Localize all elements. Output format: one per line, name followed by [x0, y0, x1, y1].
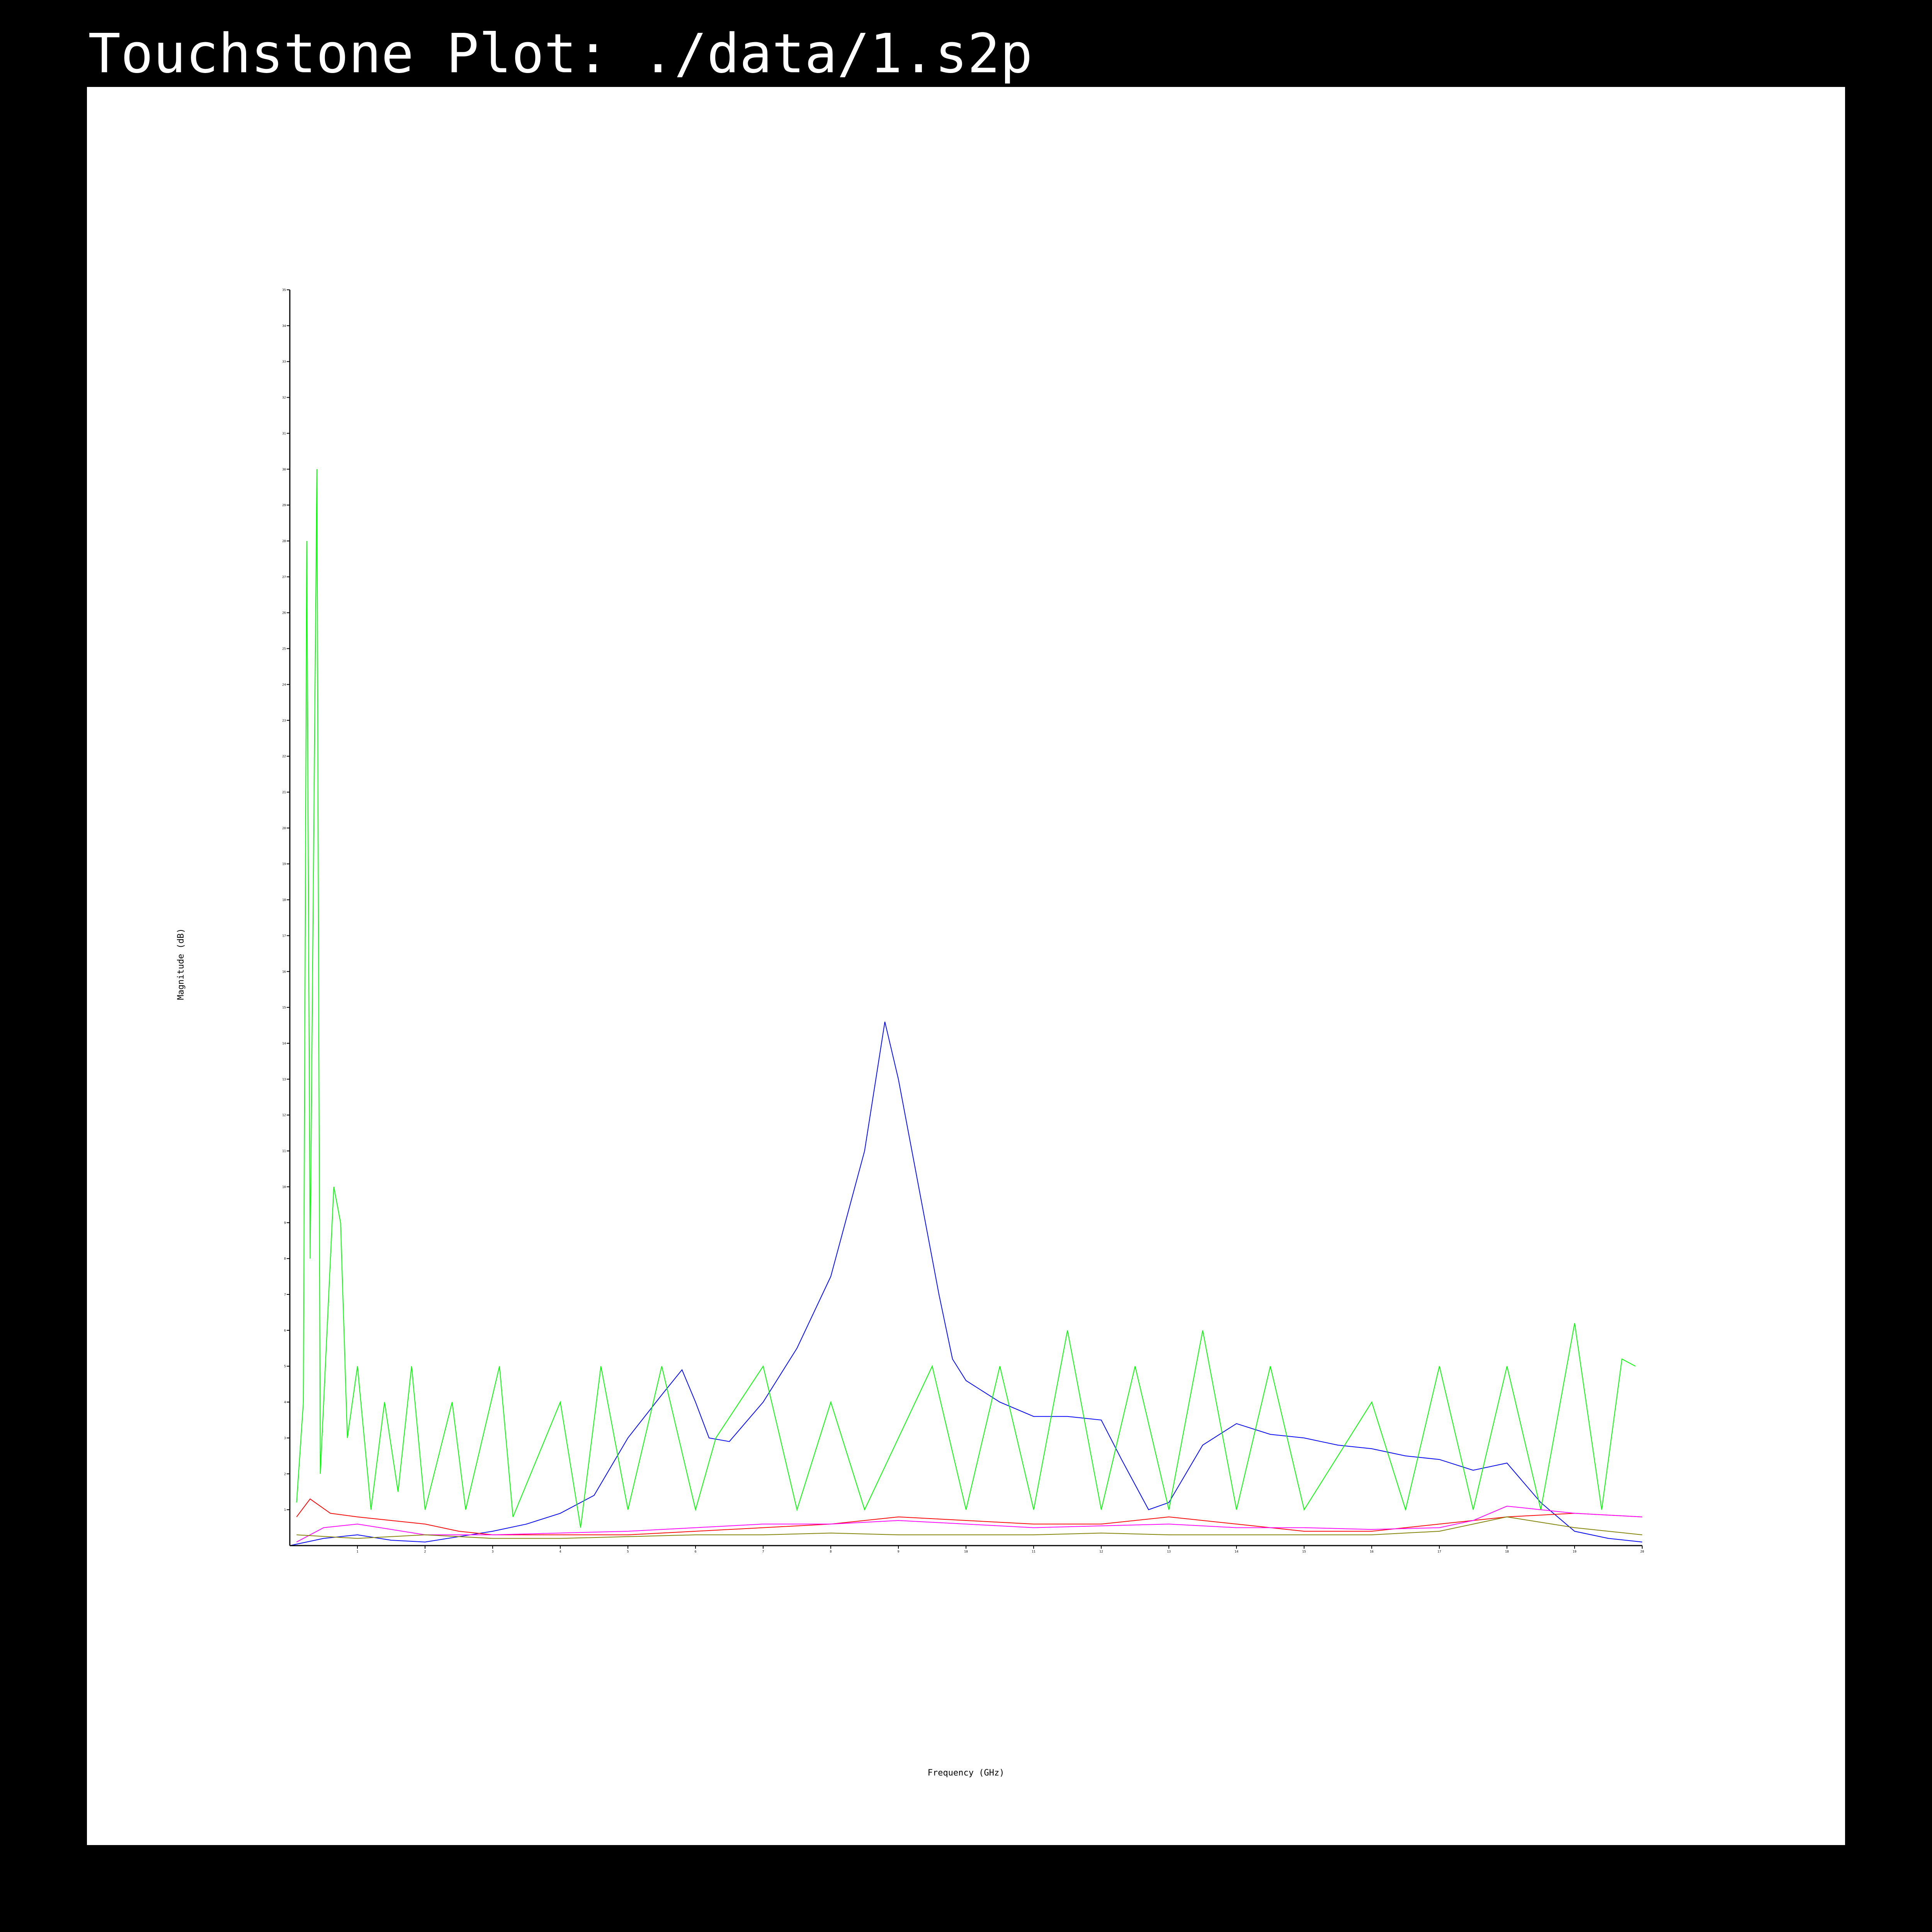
y-tick-label: 10: [282, 1185, 286, 1189]
y-tick-label: 8: [284, 1257, 286, 1260]
series-line-4: [296, 1505, 1643, 1543]
y-tick-label: 6: [284, 1329, 286, 1332]
x-tick-label: 18: [1505, 1550, 1509, 1553]
y-tick-label: 25: [282, 647, 286, 651]
x-axis-label: Frequency (GHz): [928, 1768, 1005, 1778]
y-tick-label: 31: [282, 432, 286, 435]
x-tick-label: 15: [1302, 1550, 1306, 1553]
y-tick-label: 4: [284, 1401, 286, 1404]
y-tick-label: 13: [282, 1078, 286, 1081]
y-tick-label: 28: [282, 539, 286, 543]
page-title: Touchstone Plot: ./data/1.s2p: [88, 22, 1033, 85]
y-tick-label: 1: [284, 1508, 286, 1512]
y-tick-label: 12: [282, 1114, 286, 1117]
y-tick-label: 15: [282, 1006, 286, 1009]
y-tick-label: 19: [282, 862, 286, 866]
y-tick-label: 9: [284, 1221, 286, 1225]
x-tick-label: 10: [964, 1550, 968, 1553]
y-tick-label: 35: [282, 288, 286, 292]
y-tick-label: 2: [284, 1472, 286, 1476]
x-tick-label: 8: [830, 1550, 832, 1553]
y-tick-label: 29: [282, 503, 286, 507]
y-tick-label: 18: [282, 898, 286, 902]
y-tick-label: 32: [282, 396, 286, 400]
x-tick-label: 17: [1437, 1550, 1441, 1553]
x-tick-label: 3: [492, 1550, 494, 1553]
x-tick-label: 6: [695, 1550, 697, 1553]
x-tick-label: 11: [1032, 1550, 1036, 1553]
y-tick-label: 14: [282, 1042, 286, 1045]
y-tick-label: 11: [282, 1150, 286, 1153]
x-tick-label: 1: [357, 1550, 359, 1553]
x-tick-label: 5: [627, 1550, 629, 1553]
x-tick-label: 7: [762, 1550, 764, 1553]
y-tick-label: 27: [282, 575, 286, 579]
x-tick-label: 13: [1167, 1550, 1171, 1553]
series-line-5: [296, 1516, 1643, 1539]
series-line-1: [289, 1022, 1643, 1546]
y-tick-label: 22: [282, 755, 286, 758]
y-tick-label: 26: [282, 611, 286, 615]
y-tick-label: 24: [282, 683, 286, 686]
x-tick-label: 16: [1370, 1550, 1374, 1553]
series-line-2: [296, 469, 1636, 1528]
y-tick-label: 20: [282, 827, 286, 830]
y-axis-label: Magnitude (dB): [176, 928, 186, 1000]
y-tick-label: 5: [284, 1365, 286, 1368]
x-tick-label: 20: [1640, 1550, 1644, 1553]
y-tick-label: 7: [284, 1293, 286, 1296]
y-tick-label: 33: [282, 360, 286, 364]
x-ticks: 1 2 3 4 5 6 7 8 9 10 11 12 13 14 15 16 17 18 19 20: [357, 1546, 1644, 1553]
y-ticks: 1234567891011121314151617181920212223242…: [282, 288, 290, 1512]
y-tick-label: 21: [282, 791, 286, 794]
y-tick-label: 34: [282, 324, 286, 328]
y-tick-label: 3: [284, 1436, 286, 1440]
y-tick-label: 23: [282, 719, 286, 722]
x-tick-label: 4: [560, 1550, 561, 1553]
series-line-3: [296, 1498, 1643, 1536]
y-tick-label: 16: [282, 970, 286, 973]
x-tick-label: 9: [898, 1550, 900, 1553]
x-tick-label: 12: [1099, 1550, 1103, 1553]
x-tick-label: 19: [1573, 1550, 1577, 1553]
chart: 1 2 3 4 5 6 7 8 9 10 11 12 13 14 15 16 17 18 19 20 12345678…: [176, 288, 1644, 1778]
y-tick-label: 30: [282, 468, 286, 471]
x-tick-label: 14: [1235, 1550, 1238, 1553]
x-tick-label: 2: [424, 1550, 426, 1553]
y-tick-label: 17: [282, 934, 286, 937]
series-layer: [289, 469, 1643, 1546]
